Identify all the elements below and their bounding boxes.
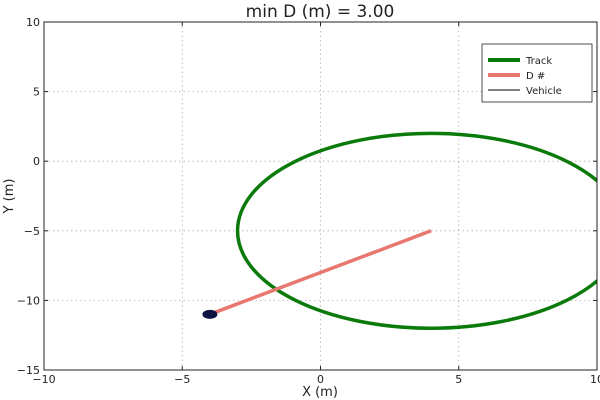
distance-segment bbox=[209, 229, 432, 316]
y-tick-label: −10 bbox=[17, 294, 40, 307]
y-tick-label: −5 bbox=[24, 225, 40, 238]
y-tick-label: 5 bbox=[33, 86, 40, 99]
x-tick-label: 5 bbox=[455, 373, 462, 386]
x-tick-label: −5 bbox=[174, 373, 190, 386]
y-tick-label: 0 bbox=[33, 155, 40, 168]
legend-label: D # bbox=[526, 71, 545, 82]
y-axis-label: Y (m) bbox=[2, 179, 17, 215]
x-tick-label: 0 bbox=[317, 373, 324, 386]
legend: Track D # Vehicle bbox=[481, 43, 593, 103]
legend-label: Vehicle bbox=[526, 86, 562, 97]
y-tick-label: 10 bbox=[26, 16, 40, 29]
vehicle-marker bbox=[202, 309, 218, 319]
x-tick-label: −10 bbox=[32, 373, 55, 386]
x-tick-label: 10 bbox=[590, 373, 600, 386]
y-tick-label: −15 bbox=[17, 364, 40, 377]
x-axis-label: X (m) bbox=[302, 385, 338, 400]
plot-area bbox=[202, 131, 597, 330]
track-series bbox=[235, 131, 597, 330]
chart-title: min D (m) = 3.00 bbox=[246, 2, 395, 22]
legend-label: Track bbox=[525, 56, 552, 67]
